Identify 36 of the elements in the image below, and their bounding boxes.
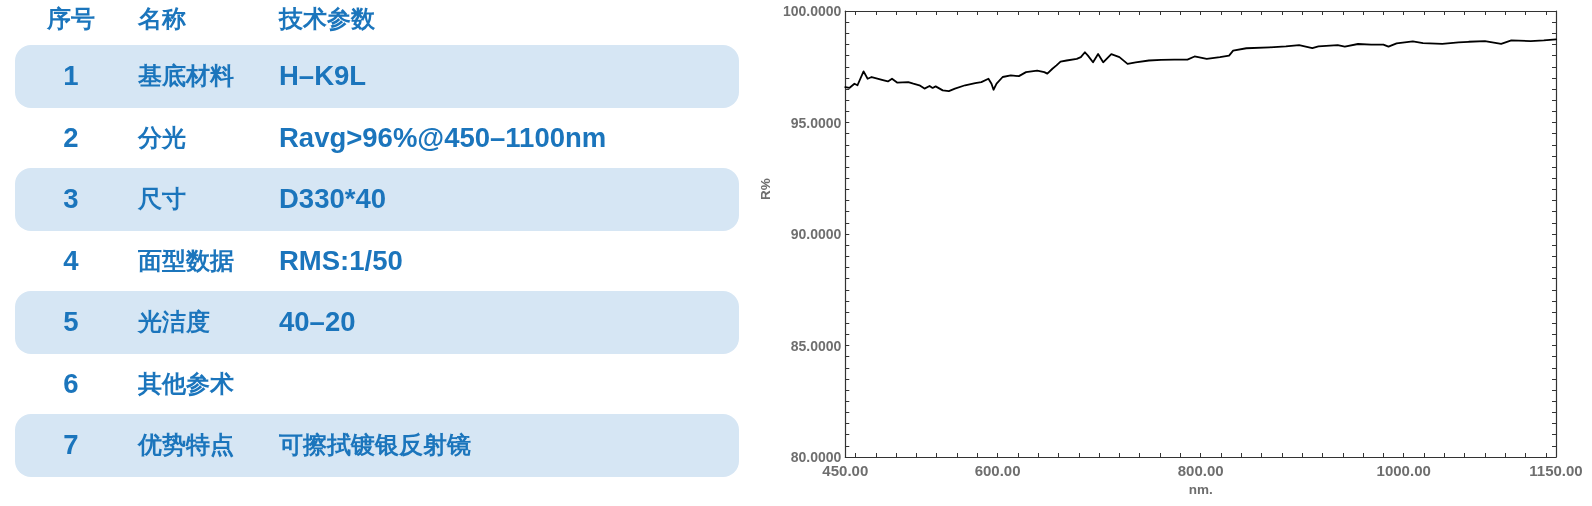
text: 其他参术 xyxy=(138,370,234,397)
text: 40–20 xyxy=(279,306,356,338)
x-tick-label: 450.00 xyxy=(822,462,869,479)
y-tick-label: 95.0000 xyxy=(790,114,842,131)
text: 面型数据 xyxy=(138,247,234,274)
y-tick-label: 3 xyxy=(62,182,80,217)
x-tick-label: 600.00 xyxy=(974,462,1021,479)
x-axis-title: nm. xyxy=(1188,482,1213,498)
text: 可擦拭镀银反射镜 xyxy=(279,432,471,459)
text: H–K9L xyxy=(279,60,367,92)
text: 尺寸 xyxy=(138,186,186,213)
x-tick-label: 800.00 xyxy=(1177,462,1224,479)
y-tick-label: 7 xyxy=(62,428,80,463)
text: Ravg>96%@450–1100nm xyxy=(279,121,607,153)
text: 分光 xyxy=(138,124,186,151)
y-axis-title: 序号 xyxy=(46,4,96,34)
x-tick-label: 名称 xyxy=(138,4,187,34)
y-axis-title: R% xyxy=(757,178,773,200)
y-tick-label: 1 xyxy=(62,59,80,94)
text: RMS:1/50 xyxy=(279,244,403,276)
text: 光洁度 xyxy=(138,309,210,336)
y-tick-label: 80.0000 xyxy=(790,449,842,465)
text: D330*40 xyxy=(279,183,387,215)
text: 优势特点 xyxy=(138,432,234,459)
y-tick-label: 100.0000 xyxy=(782,3,842,19)
x-tick-label: 技术参数 xyxy=(279,4,376,34)
y-tick-label: 5 xyxy=(62,305,80,340)
y-tick-label: 6 xyxy=(62,366,80,401)
y-tick-label: 90.0000 xyxy=(790,226,842,242)
x-tick-label: 1150.00 xyxy=(1529,462,1583,479)
y-tick-label: 2 xyxy=(62,120,80,155)
line-series xyxy=(844,38,1557,92)
x-tick-label: 1000.00 xyxy=(1376,462,1431,479)
text: 基底材料 xyxy=(138,63,234,90)
y-tick-label: 85.0000 xyxy=(790,337,842,354)
y-tick-label: 4 xyxy=(62,243,80,278)
